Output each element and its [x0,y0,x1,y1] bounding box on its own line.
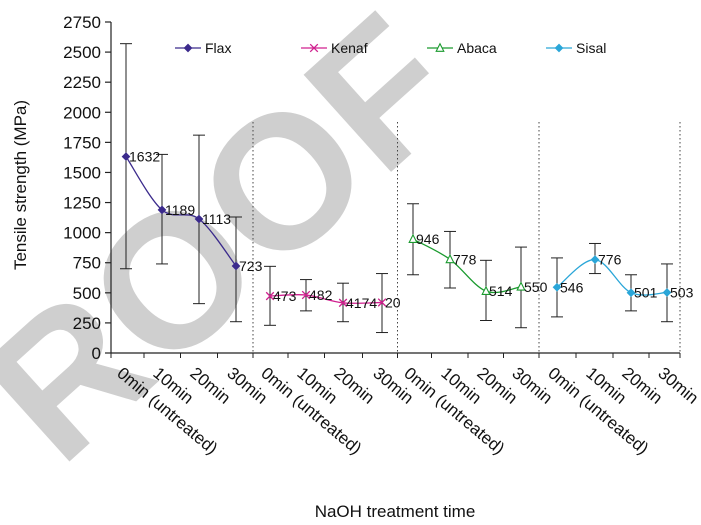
y-tick-label: 2000 [63,103,101,122]
data-point [301,290,311,300]
y-tick-label: 250 [73,314,101,333]
data-label: 1189 [165,202,195,218]
data-point [445,253,455,264]
data-point [435,42,445,52]
y-tick-label: 1000 [63,224,101,243]
data-label: 20 [385,294,401,310]
data-point [377,298,387,307]
data-point [121,152,131,161]
data-label: 4174 [346,295,377,311]
y-tick-label: 1750 [63,133,101,152]
data-point [662,288,672,297]
legend-item-sisal: Sisal [546,40,606,56]
data-label: 514 [489,283,513,299]
series-line [412,238,522,294]
legend: Flax Kenaf Abaca Sisal [175,40,606,56]
data-point [231,261,241,271]
y-tick-label: 1500 [63,163,101,182]
data-label: 482 [309,287,333,303]
x-axis-label: NaOH treatment time [315,502,476,521]
x-tick-label: 20min [618,364,666,408]
data-label: 1632 [129,149,160,165]
data-point [552,282,562,292]
series-line [556,258,668,296]
data-point [183,43,193,53]
x-tick-label: 20min [330,364,378,408]
data-label: 473 [273,288,297,304]
data-label: 501 [634,285,658,301]
series-line [269,294,383,304]
series-abaca: 946 778 514 550 [407,203,548,329]
y-tick-label: 2500 [63,43,101,62]
legend-label: Sisal [576,40,606,56]
legend-label: Abaca [457,40,497,56]
data-point [408,233,418,243]
legend-label: Flax [205,40,231,56]
data-point [481,285,491,295]
data-point [590,255,600,264]
data-label: 776 [598,252,622,268]
data-point [309,43,319,53]
data-point [265,291,275,301]
y-tick-label: 2250 [63,73,101,92]
legend-item-abaca: Abaca [427,40,497,56]
group-separators [252,122,681,353]
series-line [125,156,237,267]
data-point [338,298,348,308]
series-flax: 1632 1189 1113 723 [120,43,263,323]
data-label: 546 [560,279,584,295]
data-label: 946 [416,231,440,247]
data-label: 778 [453,251,477,267]
data-label: 723 [239,258,263,274]
y-tick-label: 0 [92,344,101,363]
data-point [626,288,636,298]
data-point [194,214,204,224]
series-sisal: 546 776 501 503 [551,242,694,323]
x-tick-label: 30min [654,364,701,408]
y-axis-label: Tensile strength (MPa) [11,100,30,270]
y-tick-label: 750 [73,254,101,273]
data-point [554,43,564,53]
data-point [516,281,526,291]
data-label: 1113 [202,211,231,227]
y-tick-label: 1250 [63,194,101,213]
y-tick-label: 2750 [63,13,101,32]
legend-item-kenaf: Kenaf [301,40,368,56]
data-point [157,205,167,215]
data-label: 550 [524,279,548,295]
legend-label: Kenaf [331,40,368,56]
legend-item-flax: Flax [175,40,231,56]
series-kenaf: 473 482 4174 20 [264,265,401,334]
data-label: 503 [670,284,694,300]
y-tick-label: 500 [73,284,101,303]
x-tick-label: 30min [508,364,556,408]
